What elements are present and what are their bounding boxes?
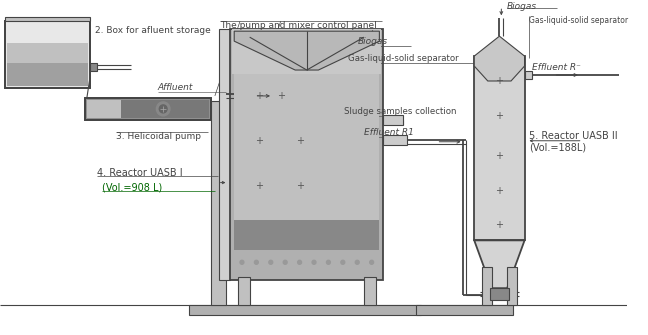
Circle shape	[370, 260, 374, 264]
Bar	[6, 63, 88, 86]
Circle shape	[297, 260, 301, 264]
Bar	[234, 220, 379, 250]
Text: (Vol.=188L): (Vol.=188L)	[529, 143, 586, 153]
Bar	[416, 305, 513, 315]
Bar	[5, 21, 90, 88]
Text: +: +	[496, 186, 503, 196]
Bar	[87, 100, 121, 118]
Circle shape	[312, 260, 316, 264]
Text: Biogas: Biogas	[358, 37, 388, 46]
Text: +: +	[496, 111, 503, 121]
Text: (Vol.=908 L): (Vol.=908 L)	[102, 183, 162, 193]
Circle shape	[327, 260, 330, 264]
Bar	[482, 267, 492, 305]
Bar	[474, 56, 525, 241]
Bar	[525, 71, 532, 79]
Bar	[219, 29, 230, 280]
Bar	[383, 135, 408, 145]
Text: Gas-liquid-solid separator: Gas-liquid-solid separator	[349, 54, 459, 63]
Bar	[6, 30, 88, 43]
Bar	[121, 100, 209, 118]
Text: Effluent R1: Effluent R1	[364, 128, 414, 137]
Text: +: +	[255, 91, 263, 101]
Bar	[507, 267, 517, 305]
Circle shape	[355, 260, 359, 264]
Text: 4. Reactor UASB I: 4. Reactor UASB I	[97, 168, 182, 178]
Text: +: +	[496, 151, 503, 161]
Text: Gas-liquid-solid separator: Gas-liquid-solid separator	[529, 16, 629, 25]
Text: The pump and mixer control panel: The pump and mixer control panel	[220, 21, 376, 30]
Text: +: +	[255, 181, 263, 191]
Bar	[5, 17, 90, 21]
Bar	[85, 98, 211, 120]
Bar	[238, 277, 249, 305]
Bar	[383, 115, 402, 125]
Bar	[490, 288, 509, 300]
Circle shape	[269, 260, 273, 264]
Bar	[364, 277, 375, 305]
Text: +: +	[496, 76, 503, 86]
Text: +: +	[496, 220, 503, 230]
Text: 3. Helicoidal pump: 3. Helicoidal pump	[116, 132, 201, 141]
Circle shape	[156, 102, 170, 116]
Text: Sludge samples collection: Sludge samples collection	[343, 107, 456, 116]
Bar	[6, 43, 88, 63]
Text: +: +	[255, 136, 263, 146]
Polygon shape	[474, 36, 525, 81]
Bar	[90, 63, 97, 71]
Bar	[232, 29, 381, 74]
Text: Biogas: Biogas	[507, 2, 537, 11]
Text: +: +	[296, 181, 304, 191]
Text: 5. Reactor UASB II: 5. Reactor UASB II	[529, 131, 618, 141]
Circle shape	[341, 260, 345, 264]
Circle shape	[283, 260, 287, 264]
Circle shape	[159, 105, 167, 113]
Text: +: +	[277, 91, 284, 101]
Circle shape	[255, 260, 259, 264]
Bar	[85, 98, 211, 120]
Text: +: +	[296, 136, 304, 146]
Bar	[230, 29, 383, 280]
Circle shape	[240, 260, 244, 264]
Text: Effluent R⁻: Effluent R⁻	[532, 63, 581, 72]
Bar	[189, 305, 421, 315]
Bar	[5, 21, 90, 88]
Bar	[211, 101, 226, 305]
Text: Affluent: Affluent	[157, 83, 193, 92]
Bar	[234, 59, 379, 250]
Polygon shape	[474, 241, 525, 288]
Text: 2. Box for afluent storage: 2. Box for afluent storage	[95, 26, 211, 35]
Polygon shape	[234, 31, 379, 70]
